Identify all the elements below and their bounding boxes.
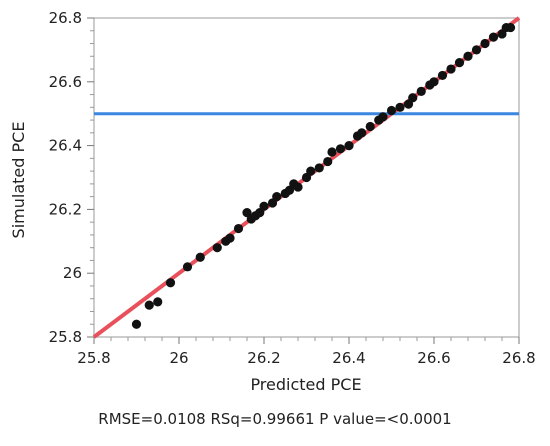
plot-frame <box>93 17 520 338</box>
data-point <box>365 121 375 132</box>
x-tick-label: 25.8 <box>77 349 110 367</box>
data-point <box>195 252 205 262</box>
y-tick-label: 26.2 <box>49 200 82 218</box>
data-point <box>335 144 346 154</box>
data-point <box>259 201 269 211</box>
data-point <box>480 38 490 49</box>
data-point <box>182 262 193 272</box>
data-point <box>153 297 163 307</box>
x-tick-label: 26.8 <box>502 349 535 367</box>
data-point <box>293 182 303 192</box>
x-tick-label: 26 <box>169 349 188 367</box>
data-point <box>505 22 516 33</box>
data-point <box>386 105 397 116</box>
data-point <box>454 58 465 68</box>
y-tick-label: 26.4 <box>49 137 82 155</box>
data-point <box>323 156 333 167</box>
x-tick-label: 26.4 <box>332 349 365 367</box>
x-axis-title: Predicted PCE <box>250 375 361 394</box>
data-point <box>327 147 337 157</box>
data-point <box>314 163 324 173</box>
data-point <box>225 233 235 243</box>
data-point <box>233 223 244 234</box>
data-point <box>395 102 405 112</box>
data-point <box>471 45 482 55</box>
data-point <box>378 112 388 122</box>
data-point <box>408 93 418 103</box>
x-tick-label: 26.2 <box>247 349 280 367</box>
data-point <box>344 141 354 151</box>
y-tick-label: 26.8 <box>49 9 82 27</box>
data-point <box>488 32 499 42</box>
data-point <box>437 70 448 81</box>
data-point <box>165 278 176 288</box>
data-point <box>416 86 426 96</box>
x-tick-label: 26.6 <box>417 349 450 367</box>
data-point <box>272 192 282 202</box>
data-point <box>446 64 456 74</box>
data-point <box>144 300 154 310</box>
y-tick-label: 25.8 <box>49 328 82 346</box>
data-point <box>429 77 439 87</box>
data-point <box>306 166 316 176</box>
y-tick-label: 26.6 <box>49 73 82 91</box>
data-point <box>357 128 367 138</box>
fit-statistics: RMSE=0.0108 RSq=0.99661 P value=<0.0001 <box>98 410 452 428</box>
y-axis-title: Simulated PCE <box>9 122 28 239</box>
y-tick-label: 26 <box>63 264 82 282</box>
data-point <box>212 243 222 253</box>
data-point <box>463 51 473 61</box>
data-point <box>131 319 142 329</box>
